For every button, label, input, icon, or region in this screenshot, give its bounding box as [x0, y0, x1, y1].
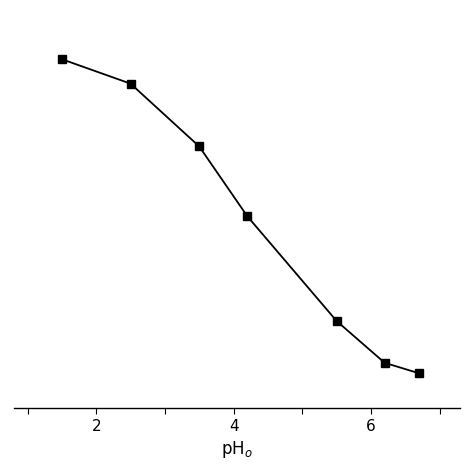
X-axis label: pH$_o$: pH$_o$	[221, 439, 253, 460]
